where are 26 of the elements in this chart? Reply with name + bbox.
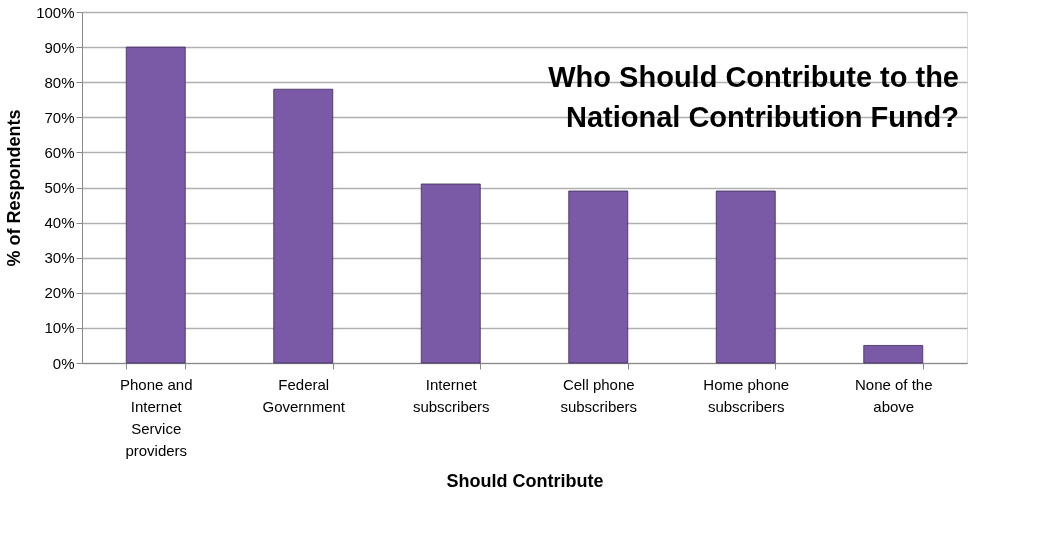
y-tick-label: 70% xyxy=(44,108,75,126)
x-tick-label: Phone and Internet Service providers xyxy=(119,375,193,459)
y-tick-label: 80% xyxy=(44,73,75,91)
x-tick-label: Cell phone subscribers xyxy=(560,375,638,415)
y-tick-label: 100% xyxy=(36,3,75,21)
text: Who Should Contribute to the National Contribution Fund? xyxy=(548,61,959,133)
x-tick-label: None of the above xyxy=(854,375,933,415)
y-tick-label: 0% xyxy=(52,354,75,372)
y-tick-label: 60% xyxy=(44,143,75,161)
x-tick-label: Federal Government xyxy=(262,375,346,415)
bar xyxy=(125,46,186,364)
x-tick-label: Home phone subscribers xyxy=(703,375,790,415)
y-tick-label: 20% xyxy=(44,284,75,302)
x-tick-label: Internet subscribers xyxy=(412,375,490,415)
y-tick-label: 40% xyxy=(44,214,75,232)
bar xyxy=(715,190,776,364)
y-tick-label: 30% xyxy=(44,249,75,267)
x-axis-title: Should Contribute xyxy=(446,470,604,491)
bar xyxy=(420,183,481,364)
y-tick-label: 50% xyxy=(44,179,75,196)
bar xyxy=(568,190,629,364)
y-axis-title: % of Respondents xyxy=(4,109,25,267)
bar xyxy=(273,88,334,364)
bar xyxy=(863,345,924,364)
y-tick-label: 10% xyxy=(44,319,75,337)
y-tick-label: 90% xyxy=(44,38,75,56)
